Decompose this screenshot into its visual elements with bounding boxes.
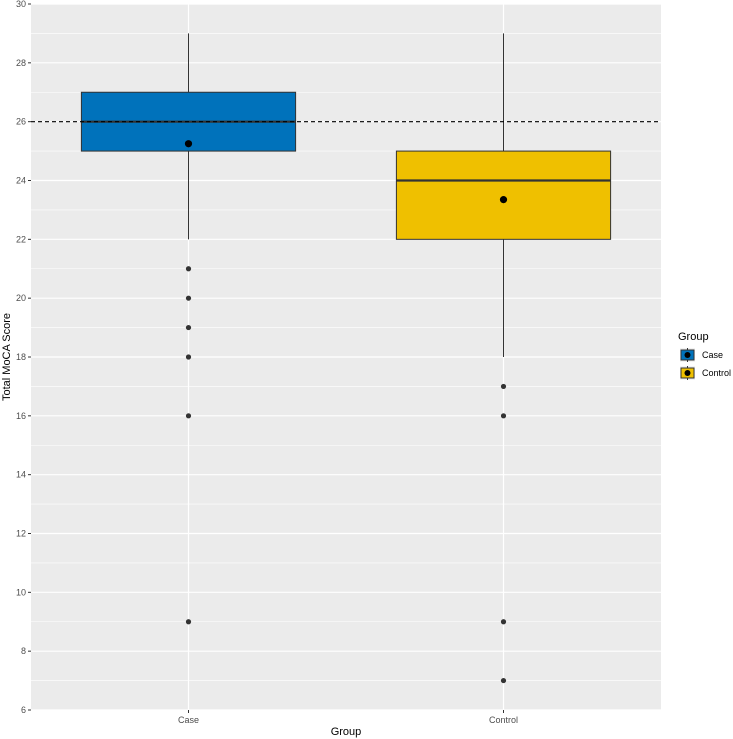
box-control [395,33,612,684]
outlier-point [500,619,507,625]
x-tick-label: Case [178,715,199,725]
outlier-point [500,677,507,684]
outlier-point [185,619,192,625]
outlier-point [500,413,507,419]
legend-title: Group [678,331,709,343]
y-tick-label: 26 [16,117,26,127]
outlier-point [185,413,192,419]
legend-key-case [680,348,695,362]
y-tick-label: 14 [16,470,26,480]
mean-point [184,140,193,148]
y-tick-label: 28 [16,58,26,68]
y-tick-label: 18 [16,352,26,362]
x-axis: Case Control [178,710,518,725]
grid-major [31,3,661,711]
outlier-point [185,266,192,272]
y-tick-label: 16 [16,411,26,421]
mean-point [499,196,508,204]
outlier-point [185,324,192,331]
y-axis-title: Total MoCA Score [1,313,13,401]
y-tick-label: 24 [16,176,26,186]
outlier-point [185,295,192,301]
y-tick-label: 10 [16,587,26,597]
x-tick-label: Control [489,715,518,725]
legend-label: Case [702,350,723,360]
y-tick-label: 12 [16,529,26,539]
y-tick-label: 8 [21,646,26,656]
y-tick-label: 22 [16,234,26,244]
y-tick-label: 20 [16,293,26,303]
outlier-point [185,354,192,360]
legend-label: Control [702,368,731,378]
legend-key-point [684,370,691,376]
y-axis: 6 8 10 12 14 16 18 20 22 24 26 28 30 [16,0,31,715]
x-axis-title: Group [331,726,362,738]
box-iqr [395,150,612,240]
y-tick-label: 30 [16,0,26,9]
outlier-point [500,383,507,390]
y-tick-label: 6 [21,705,26,715]
legend: Group Case Control [678,331,731,380]
legend-key-point [684,352,691,358]
legend-key-control [680,366,695,380]
